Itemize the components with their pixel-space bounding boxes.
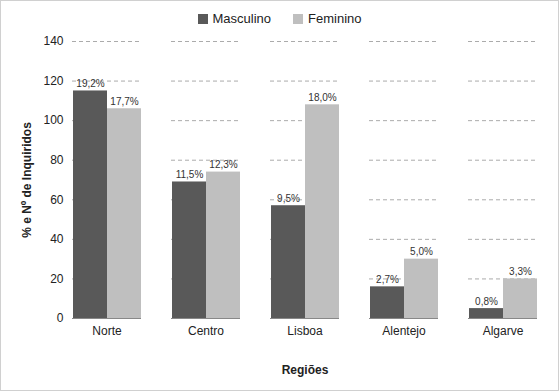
svg-text:60: 60 <box>50 193 64 207</box>
html-text:Masculino: Masculino <box>212 10 271 26</box>
svg-text:% e Nº de Inquiridos: % e Nº de Inquiridos <box>20 122 34 238</box>
svg-text:18,0%: 18,0% <box>308 92 336 103</box>
svg-text:3,3%: 3,3% <box>509 266 532 277</box>
svg-text:Lisboa: Lisboa <box>287 324 323 338</box>
svg-text:140: 140 <box>43 34 63 48</box>
svg-text:100: 100 <box>43 113 63 127</box>
svg-text:12,3%: 12,3% <box>209 159 237 170</box>
svg-text:120: 120 <box>43 74 63 88</box>
svg-text:40: 40 <box>50 232 64 246</box>
svg-text:Centro: Centro <box>188 324 224 338</box>
svg-text:19,2%: 19,2% <box>76 78 104 89</box>
svg-text:17,7%: 17,7% <box>110 96 138 107</box>
svg-text:Regiões: Regiões <box>282 363 329 377</box>
svg-text:2,7%: 2,7% <box>376 274 399 285</box>
svg-text:20: 20 <box>50 272 64 286</box>
svg-text:9,5%: 9,5% <box>277 193 300 204</box>
svg-text:Alentejo: Alentejo <box>382 324 426 338</box>
svg-text:0,8%: 0,8% <box>475 296 498 307</box>
svg-text:80: 80 <box>50 153 64 167</box>
svg-text:11,5%: 11,5% <box>176 169 204 180</box>
svg-text:5,0%: 5,0% <box>410 246 433 257</box>
html-text:Feminino: Feminino <box>308 10 362 26</box>
svg-text:0: 0 <box>57 311 64 325</box>
svg-text:Norte: Norte <box>92 324 122 338</box>
svg-text:Algarve: Algarve <box>483 324 524 338</box>
